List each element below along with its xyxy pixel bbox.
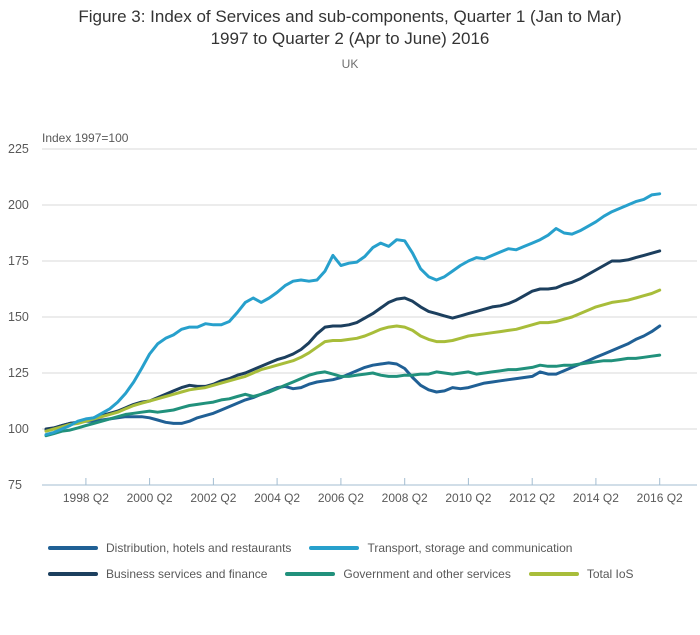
chart-title-line2: 1997 to Quarter 2 (Apr to June) 2016 <box>210 29 490 48</box>
legend-label-distribution: Distribution, hotels and restaurants <box>106 541 292 555</box>
y-tick-label-225: 225 <box>8 142 29 156</box>
y-tick-label-125: 125 <box>8 366 29 380</box>
legend-row-2: Business services and finance Government… <box>48 567 678 581</box>
legend-swatch-business <box>48 572 98 576</box>
legend-row-1: Distribution, hotels and restaurants Tra… <box>48 541 678 555</box>
x-tick-label-2008 Q2: 2008 Q2 <box>382 491 428 505</box>
x-tick-label-2016 Q2: 2016 Q2 <box>637 491 683 505</box>
legend-item-total-ios: Total IoS <box>528 567 634 581</box>
legend-swatch-distribution <box>48 546 98 550</box>
legend-label-transport: Transport, storage and communication <box>367 541 573 555</box>
legend-item-government: Government and other services <box>285 567 511 581</box>
legend-label-business: Business services and finance <box>106 567 268 581</box>
y-tick-label-200: 200 <box>8 198 29 212</box>
series-line-0 <box>44 324 662 432</box>
legend-label-total-ios: Total IoS <box>586 567 634 581</box>
chart-title-line1: Figure 3: Index of Services and sub-comp… <box>78 7 622 26</box>
y-tick-label-150: 150 <box>8 310 29 324</box>
x-tick-label-2014 Q2: 2014 Q2 <box>573 491 619 505</box>
x-tick-label-1998 Q2: 1998 Q2 <box>63 491 109 505</box>
legend-swatch-government <box>285 572 336 576</box>
x-tick-label-2004 Q2: 2004 Q2 <box>254 491 300 505</box>
legend-swatch-total-ios <box>528 572 579 576</box>
x-tick-label-2010 Q2: 2010 Q2 <box>445 491 491 505</box>
legend-label-government: Government and other services <box>343 567 511 581</box>
y-tick-label-100: 100 <box>8 422 29 436</box>
chart-title: Figure 3: Index of Services and sub-comp… <box>0 6 700 50</box>
y-tick-label-75: 75 <box>8 478 22 492</box>
x-tick-label-2000 Q2: 2000 Q2 <box>127 491 173 505</box>
legend-item-transport: Transport, storage and communication <box>309 541 572 555</box>
legend-item-business: Business services and finance <box>48 567 267 581</box>
legend-item-distribution: Distribution, hotels and restaurants <box>48 541 291 555</box>
x-tick-label-2006 Q2: 2006 Q2 <box>318 491 364 505</box>
y-axis-title: Index 1997=100 <box>42 131 129 145</box>
chart-subtitle: UK <box>341 57 359 71</box>
x-tick-label-2002 Q2: 2002 Q2 <box>190 491 236 505</box>
series-line-1 <box>44 192 662 437</box>
legend-swatch-transport <box>309 546 360 550</box>
x-tick-label-2012 Q2: 2012 Q2 <box>509 491 555 505</box>
y-tick-label-175: 175 <box>8 254 29 268</box>
series-line-3 <box>44 353 662 438</box>
ios-line-chart: 75 100 125 150 175 200 225 Index 1997=100 1998 Q… <box>8 131 697 505</box>
chart-legend: Distribution, hotels and restaurants Tra… <box>48 541 678 593</box>
series-line-4 <box>44 288 662 433</box>
